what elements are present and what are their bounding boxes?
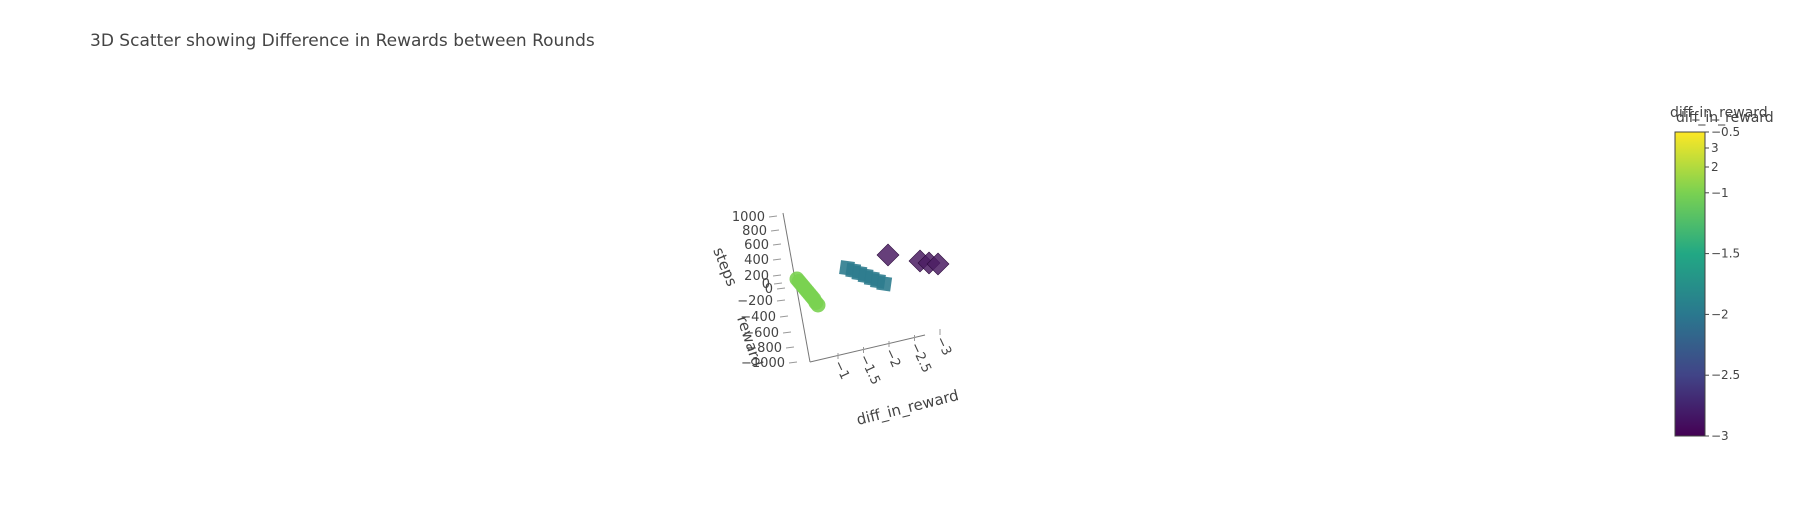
steps-tick-label: 800 bbox=[742, 224, 767, 239]
steps-tick-mark bbox=[768, 215, 778, 218]
diff-tick-label: −1 bbox=[830, 358, 852, 382]
reward-tick-mark bbox=[773, 282, 783, 285]
steps-axis-title: steps bbox=[709, 245, 741, 289]
diff-tick-label: −2.5 bbox=[907, 340, 934, 375]
reward-tick-mark bbox=[785, 346, 795, 349]
data-point-circle bbox=[810, 297, 826, 313]
chart-title: 3D Scatter showing Difference in Rewards… bbox=[90, 31, 595, 51]
steps-tick-label: 200 bbox=[744, 269, 769, 284]
reward-tick-mark bbox=[776, 299, 786, 302]
steps-tick-label: 0 bbox=[765, 282, 773, 297]
steps-tick-label: 400 bbox=[744, 253, 769, 268]
steps-tick-mark bbox=[772, 274, 782, 277]
colorbar-title: diff_in_reward bbox=[1670, 105, 1768, 121]
colorbar-overlay-tick-label: 3 bbox=[1711, 141, 1719, 155]
data-point-diamond bbox=[926, 252, 950, 276]
colorbar: diff_in_rewarddiff_in_reward−0.5−1−1.5−2… bbox=[1670, 105, 1774, 443]
steps-tick-mark bbox=[772, 258, 782, 261]
reward-tick-label: −200 bbox=[737, 294, 773, 309]
reward-tick-label: −1000 bbox=[741, 356, 785, 371]
colorbar-tick-label: −1.5 bbox=[1711, 247, 1740, 261]
steps-tick-mark bbox=[776, 287, 786, 290]
reward-tick-label: −600 bbox=[743, 326, 779, 341]
reward-tick-mark bbox=[788, 361, 798, 364]
data-point-square bbox=[876, 275, 893, 292]
diff-tick-label: −3 bbox=[932, 334, 954, 358]
diff-axis-line bbox=[809, 334, 926, 363]
steps-tick-label: 1000 bbox=[732, 210, 765, 225]
diff-tick-label: −1.5 bbox=[856, 352, 883, 387]
colorbar-tick-label: −2 bbox=[1711, 307, 1729, 321]
colorbar-title-overlay: diff_in_reward bbox=[1676, 110, 1774, 126]
colorbar-overlay-tick-label: 2 bbox=[1711, 160, 1719, 174]
colorbar-gradient bbox=[1674, 131, 1706, 437]
diff-axis-title: diff_in_reward bbox=[855, 386, 961, 430]
reward-tick-label: −400 bbox=[740, 310, 776, 325]
diff-tick-label: −2 bbox=[881, 346, 903, 370]
axes-layer: 0−200−400−600−800−100002004006008001000−… bbox=[709, 210, 960, 430]
reward-tick-mark bbox=[782, 331, 792, 334]
marks-layer bbox=[789, 243, 950, 313]
data-point-diamond bbox=[876, 243, 900, 267]
colorbar-tick-label: −2.5 bbox=[1711, 368, 1740, 382]
steps-tick-mark bbox=[772, 243, 782, 246]
colorbar-tick-label: −3 bbox=[1711, 429, 1729, 443]
colorbar-tick-label: −0.5 bbox=[1711, 125, 1740, 139]
steps-tick-mark bbox=[770, 229, 780, 232]
reward-tick-label: −800 bbox=[746, 341, 782, 356]
steps-tick-label: 600 bbox=[744, 238, 769, 253]
reward-tick-label: 0 bbox=[762, 277, 770, 292]
colorbar-tick-label: −1 bbox=[1711, 186, 1729, 200]
reward-tick-mark bbox=[779, 315, 789, 318]
